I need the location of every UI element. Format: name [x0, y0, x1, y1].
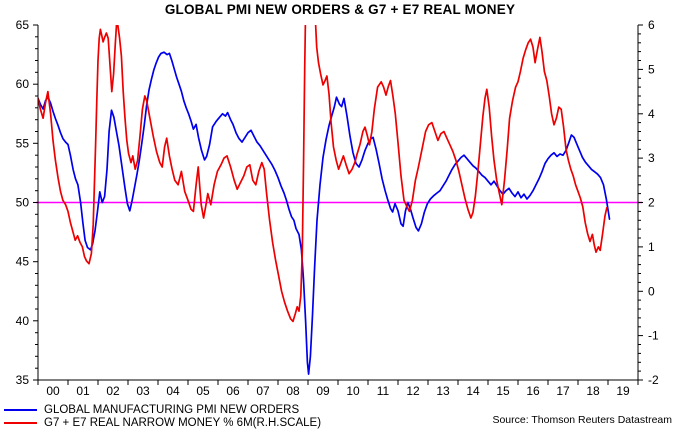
x-axis-tick-label: 06 — [226, 384, 240, 398]
right-axis-tick-label: 6 — [648, 18, 655, 32]
left-axis-tick-label: 65 — [16, 18, 30, 32]
real-money-line-swatch — [4, 421, 37, 424]
x-axis-tick-label: 13 — [436, 384, 450, 398]
right-axis-tick-label: 2 — [648, 196, 655, 210]
x-axis-tick-label: 05 — [196, 384, 210, 398]
series-line-1 — [38, 25, 608, 323]
x-axis-tick-label: 03 — [136, 384, 150, 398]
legend-item-pmi: GLOBAL MANUFACTURING PMI NEW ORDERS — [4, 401, 300, 416]
right-axis-tick-label: 4 — [648, 107, 655, 121]
left-axis-tick-label: 50 — [16, 196, 30, 210]
x-axis-tick-label: 07 — [256, 384, 270, 398]
x-axis-tick-label: 09 — [316, 384, 330, 398]
source-attribution: Source: Thomson Reuters Datastream — [492, 414, 672, 426]
right-axis-tick-label: 5 — [648, 62, 655, 76]
x-axis-tick-label: 11 — [377, 384, 390, 398]
series-line-0 — [38, 51, 611, 375]
x-axis-tick-label: 15 — [496, 384, 510, 398]
x-axis-tick-label: 01 — [76, 384, 90, 398]
left-axis-tick-label: 40 — [16, 314, 30, 328]
x-axis-tick-label: 08 — [286, 384, 300, 398]
x-axis-tick-label: 00 — [46, 384, 60, 398]
right-axis-tick-label: 0 — [648, 284, 655, 298]
right-axis-tick-label: 3 — [648, 151, 655, 165]
left-axis-tick-label: 35 — [16, 373, 30, 387]
x-axis-tick-label: 04 — [166, 384, 180, 398]
x-axis-tick-label: 10 — [346, 384, 360, 398]
chart-title: GLOBAL PMI NEW ORDERS & G7 + E7 REAL MON… — [164, 2, 516, 17]
pmi-line-swatch — [4, 408, 37, 411]
left-axis-tick-label: 55 — [16, 136, 30, 150]
right-axis-tick-label: -1 — [648, 329, 659, 343]
x-axis-tick-label: 02 — [106, 384, 120, 398]
legend-item-real-money: G7 + E7 REAL NARROW MONEY % 6M(R.H.SCALE… — [4, 414, 322, 429]
left-axis-tick-label: 45 — [16, 255, 30, 269]
x-axis-tick-label: 17 — [556, 384, 570, 398]
right-axis-tick-label: -2 — [648, 373, 659, 387]
x-axis-tick-label: 19 — [616, 384, 630, 398]
x-axis-tick-label: 14 — [466, 384, 480, 398]
x-axis-tick-label: 16 — [526, 384, 540, 398]
x-axis-tick-label: 12 — [406, 384, 420, 398]
legend-label-pmi: GLOBAL MANUFACTURING PMI NEW ORDERS — [44, 403, 300, 416]
right-axis-tick-label: 1 — [648, 240, 655, 254]
left-axis-tick-label: 60 — [16, 77, 30, 91]
x-axis-tick-label: 18 — [586, 384, 600, 398]
legend-label-real-money: G7 + E7 REAL NARROW MONEY % 6M(R.H.SCALE… — [44, 416, 322, 429]
